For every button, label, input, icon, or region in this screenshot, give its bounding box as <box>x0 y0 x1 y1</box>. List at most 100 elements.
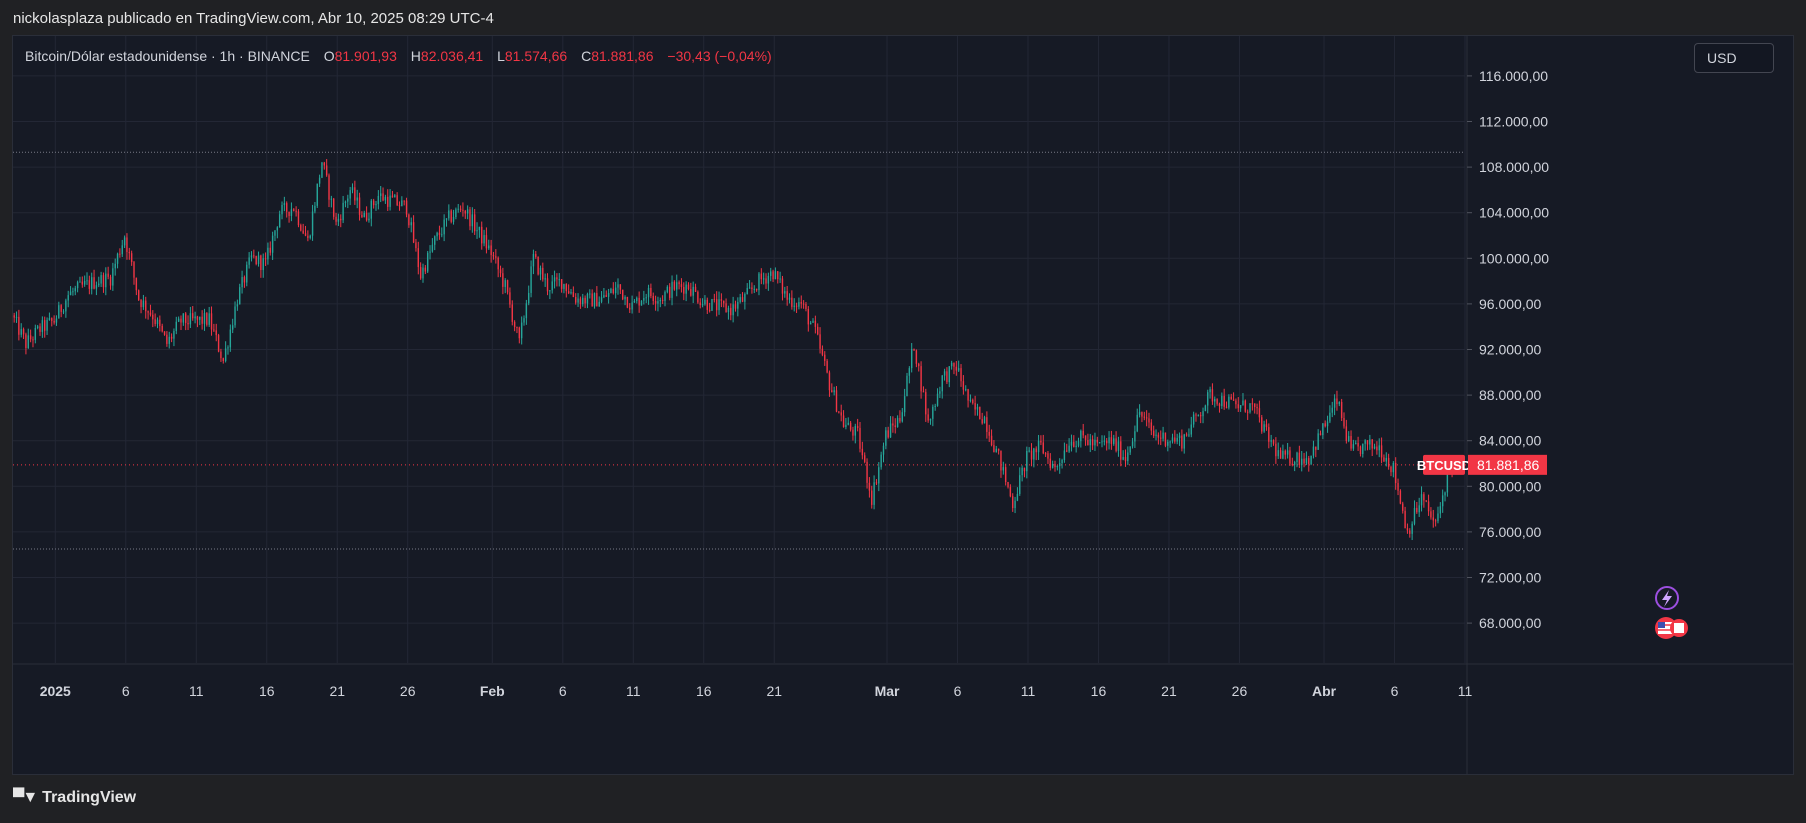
candle-body <box>1418 505 1420 513</box>
x-tick-label: 6 <box>559 683 567 699</box>
candle-body <box>1286 450 1289 455</box>
candle-body <box>1096 439 1099 443</box>
candle-body <box>370 200 373 219</box>
y-tick-label: 116.000,00 <box>1479 68 1548 84</box>
candle-body <box>133 262 135 278</box>
lightning-icon[interactable] <box>1655 586 1679 610</box>
candle-body <box>34 328 37 340</box>
candle-body <box>838 411 840 413</box>
chart-pane[interactable]: 68.000,00 72.000,00 76.000,00 80.000,00 84.0… <box>12 35 1794 775</box>
candle-body <box>1336 398 1338 405</box>
candle-body <box>746 288 748 295</box>
currency-button[interactable]: USD <box>1694 43 1774 73</box>
candle-body <box>791 297 793 307</box>
candle-body <box>1181 435 1183 449</box>
candle-body <box>614 287 617 294</box>
candle-body <box>1059 463 1061 467</box>
candle-body <box>910 348 913 369</box>
candle-body <box>147 311 149 313</box>
candle-body <box>15 316 18 318</box>
candle-body <box>102 275 105 288</box>
candle-body <box>652 296 654 302</box>
candle-body <box>753 288 755 290</box>
candle-body <box>875 482 878 484</box>
candle-body <box>492 255 495 257</box>
candle-body <box>177 318 180 322</box>
candle-body <box>953 362 955 367</box>
candle-body <box>981 419 983 424</box>
candle-body <box>347 198 349 202</box>
candle-body <box>690 289 692 296</box>
candle-body <box>511 304 513 322</box>
candle-body <box>107 273 109 277</box>
candle-body <box>145 300 147 312</box>
candle-body <box>1268 427 1270 442</box>
candle-body <box>175 321 177 331</box>
candle-body <box>535 253 537 257</box>
candle-body <box>1089 439 1091 446</box>
candle-body <box>1425 500 1427 502</box>
candle-body <box>770 271 772 276</box>
candle-body <box>638 297 640 306</box>
candle-body <box>1127 452 1129 462</box>
candle-body <box>455 209 457 218</box>
candle-body <box>748 287 751 289</box>
candle-body <box>55 318 58 323</box>
candle-body <box>464 210 466 214</box>
candle-body <box>596 293 598 307</box>
candle-body <box>412 222 415 243</box>
candle-body <box>121 245 123 255</box>
candle-body <box>579 298 582 305</box>
candle-body <box>1254 403 1256 407</box>
candle-body <box>1430 511 1432 518</box>
candle-body <box>1124 457 1127 462</box>
tradingview-logo[interactable]: ▀▼ TradingView <box>13 789 136 807</box>
candle-body <box>309 235 311 238</box>
candle-body <box>845 424 847 428</box>
candle-body <box>1223 395 1225 407</box>
candle-body <box>668 286 671 298</box>
candle-body <box>398 205 401 207</box>
candle-body <box>885 430 887 446</box>
candle-body <box>528 292 530 304</box>
candle-body <box>572 292 575 297</box>
candle-body <box>824 354 826 361</box>
candle-body <box>140 299 142 308</box>
candle-body <box>1279 450 1282 459</box>
candle-body <box>434 236 436 245</box>
candle-body <box>1103 440 1106 442</box>
candle-body <box>445 218 448 220</box>
candle-body <box>577 298 579 303</box>
candle-body <box>1242 400 1244 406</box>
candle-body <box>730 307 732 316</box>
candle-body <box>39 326 41 332</box>
candle-body <box>377 195 380 205</box>
candle-body <box>798 302 800 307</box>
candle-body <box>1063 450 1066 460</box>
candle-body <box>624 296 626 300</box>
candle-body <box>988 431 990 436</box>
candle-body <box>636 297 638 302</box>
y-tick-label: 72.000,00 <box>1479 570 1541 586</box>
candle-body <box>607 293 610 297</box>
candle-body <box>1136 414 1138 432</box>
candle-body <box>384 196 387 201</box>
candle-body <box>1343 417 1345 427</box>
candle-body <box>654 301 657 304</box>
candle-body <box>723 300 725 304</box>
candle-body <box>1051 463 1054 468</box>
candle-body <box>725 303 727 313</box>
candle-body <box>828 372 831 391</box>
candle-body <box>894 425 896 427</box>
candle-body <box>1394 462 1397 484</box>
candle-body <box>1073 441 1075 447</box>
candle-body <box>1174 437 1176 442</box>
candle-body <box>786 291 788 300</box>
candle-body <box>793 305 795 307</box>
symbol-description: Bitcoin/Dólar estadounidense · 1h · BINA… <box>25 48 310 64</box>
candle-body <box>297 211 300 226</box>
candle-body <box>401 200 403 207</box>
price-chart[interactable]: 68.000,00 72.000,00 76.000,00 80.000,00 84.0… <box>13 36 1793 774</box>
candle-body <box>1082 430 1084 436</box>
us-flag-icon[interactable] <box>1655 617 1688 639</box>
